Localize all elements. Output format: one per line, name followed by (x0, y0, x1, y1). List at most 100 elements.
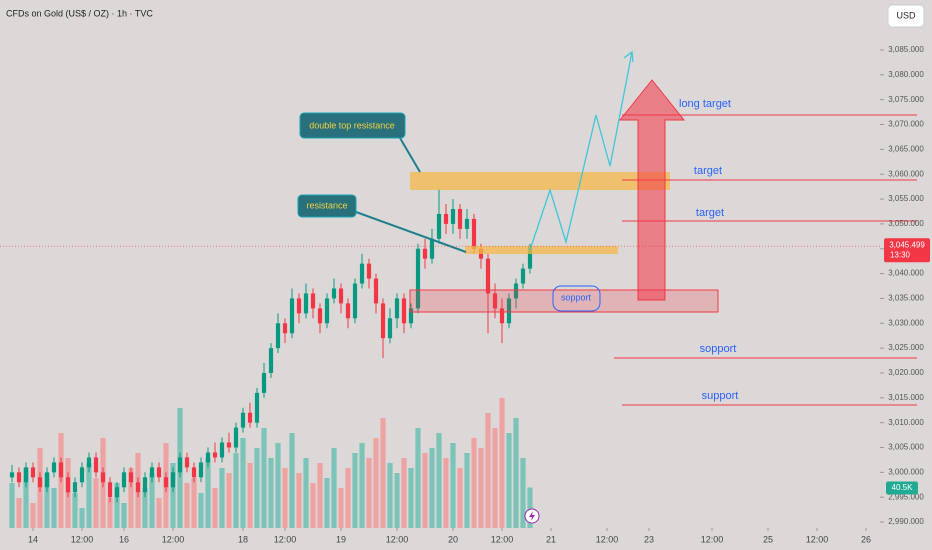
y-tick-label: 3,005.000 (888, 443, 924, 452)
volume-bar (415, 428, 421, 528)
candle-body (352, 283, 358, 319)
candle-body (135, 482, 141, 493)
volume-bar (149, 473, 155, 528)
candle-body (114, 487, 120, 498)
y-tick-label: 3,040.000 (888, 269, 924, 278)
volume-bar (23, 468, 29, 528)
candle-body (289, 298, 295, 334)
x-tick-label: 12:00 (274, 534, 297, 544)
candle-body (170, 472, 176, 488)
candle-body (191, 467, 197, 478)
x-tick-label: 12:00 (806, 534, 829, 544)
volume-bar (205, 458, 211, 528)
x-tick-label: 26 (861, 534, 871, 544)
volume-bar (338, 488, 344, 528)
volume-bar (303, 458, 309, 528)
up-arrow (618, 79, 686, 301)
volume-bar (121, 503, 127, 528)
candle-body (527, 246, 533, 269)
candle-body (247, 412, 253, 423)
y-tick-label: 3,060.000 (888, 169, 924, 178)
volume-bar (219, 468, 225, 528)
candle-body (429, 238, 435, 259)
volume-bar (44, 473, 50, 528)
countdown: 13:30 (890, 250, 911, 259)
volume-bar (373, 438, 379, 528)
candle-body (366, 263, 372, 279)
volume-bar (268, 458, 274, 528)
volume-bar (499, 398, 505, 528)
candle-body (205, 452, 211, 463)
candle-body (163, 477, 169, 488)
volume-bar (520, 458, 526, 528)
candle-body (492, 293, 498, 309)
volume-bar (443, 458, 449, 528)
volume-bar (114, 483, 120, 528)
candle-body (394, 298, 400, 319)
volume-bar (317, 463, 323, 528)
volume-bar (212, 488, 218, 528)
currency-button[interactable] (887, 4, 925, 28)
candle-body (464, 218, 470, 229)
volume-bar (128, 468, 134, 528)
x-tick-label: 16 (119, 534, 129, 544)
y-tick-label: 3,010.000 (888, 418, 924, 427)
volume-bar (450, 443, 456, 528)
candle-body (436, 213, 442, 239)
y-tick-label: 3,015.000 (888, 393, 924, 402)
volume-bar (394, 473, 400, 528)
candle-body (485, 258, 491, 294)
candle-body (387, 318, 393, 339)
y-tick-label: 3,025.000 (888, 343, 924, 352)
volume-bar (156, 498, 162, 528)
y-tick-label: 2,995.000 (888, 492, 924, 501)
volume-bar (240, 438, 246, 528)
y-tick-label: 3,070.000 (888, 120, 924, 129)
x-tick-label: 12:00 (596, 534, 619, 544)
candle-body (261, 372, 267, 393)
resistance-zone-small (465, 246, 618, 254)
callout-text: double top resistance (309, 120, 395, 130)
volume-bar (310, 483, 316, 528)
candle-body (506, 298, 512, 324)
candle-body (310, 293, 316, 309)
volume-bar (324, 478, 330, 528)
callout-pointer (399, 137, 421, 173)
y-tick-label: 3,035.000 (888, 294, 924, 303)
candle-body (422, 248, 428, 259)
candle-body (499, 308, 505, 324)
candle-body (128, 472, 134, 483)
callout-pointer (355, 211, 467, 253)
x-tick-label: 12:00 (71, 534, 94, 544)
volume-bar (261, 428, 267, 528)
candle-body (443, 213, 449, 224)
candle-body (457, 208, 463, 229)
candle-body (156, 467, 162, 478)
annotation: sopport (700, 343, 737, 355)
volume-bar (436, 433, 442, 528)
candle-body (86, 457, 92, 468)
event-icon-bolt (529, 511, 535, 521)
volume-label: 40.5K (892, 483, 914, 492)
volume-bar (352, 453, 358, 528)
candle-body (149, 467, 155, 478)
y-tick-label: 3,020.000 (888, 368, 924, 377)
candle-body (58, 462, 64, 478)
volume-bar (429, 448, 435, 528)
candle-body (9, 472, 15, 478)
candle-body (317, 308, 323, 324)
x-tick-label: 12:00 (386, 534, 409, 544)
y-tick-label: 3,000.000 (888, 467, 924, 476)
candle-body (254, 392, 260, 423)
volume-bar (380, 418, 386, 528)
candle-body (282, 323, 288, 334)
candle-body (93, 457, 99, 473)
candle-body (359, 263, 365, 284)
candle-body (275, 323, 281, 349)
candle-body (198, 462, 204, 478)
volume-bar (471, 438, 477, 528)
volume-bar (464, 453, 470, 528)
candle-body (184, 457, 190, 468)
price-badge (884, 238, 930, 263)
